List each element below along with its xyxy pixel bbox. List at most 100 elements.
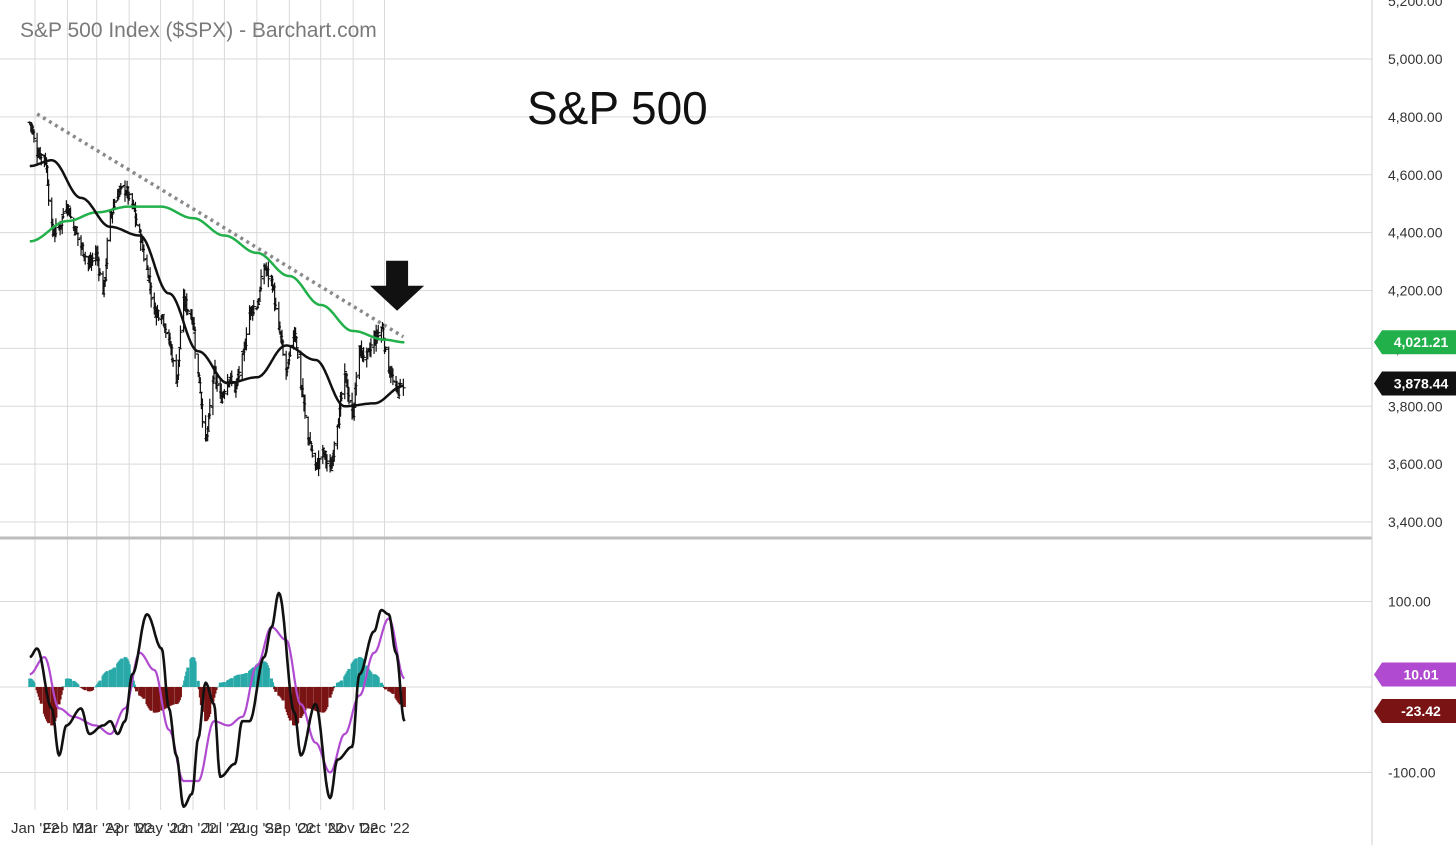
x-tick-label: Feb '22 bbox=[43, 820, 93, 837]
histogram-bar bbox=[132, 684, 136, 687]
value-badges: 4,021.21 3,878.44 10.01 -23.42 bbox=[1374, 330, 1456, 724]
macd-line bbox=[29, 591, 406, 808]
x-tick-label: Oct '22 bbox=[297, 820, 344, 837]
histogram-bar bbox=[332, 685, 336, 687]
x-tick-label: Sep '22 bbox=[264, 820, 314, 837]
x-tick-label: Nov '22 bbox=[328, 820, 378, 837]
histogram-bar bbox=[362, 660, 366, 687]
histogram-bar bbox=[32, 682, 36, 687]
histogram-bar bbox=[303, 687, 307, 711]
histogram-bar bbox=[59, 687, 63, 695]
histogram-bar bbox=[113, 667, 117, 687]
ma200-line bbox=[29, 205, 405, 344]
price-value-badge-shape bbox=[1374, 371, 1456, 396]
x-tick-label: Dec '22 bbox=[359, 820, 409, 837]
histogram-bar bbox=[127, 664, 131, 687]
histogram-bar bbox=[340, 680, 344, 687]
x-tick-label: May '22 bbox=[135, 820, 187, 837]
y-tick-label: 3,600.00 bbox=[1388, 456, 1443, 472]
histogram-bar bbox=[230, 678, 234, 687]
histogram-bar bbox=[347, 668, 351, 687]
price-value-badge: 3,878.44 bbox=[1394, 376, 1449, 392]
histogram-bar bbox=[61, 686, 65, 687]
macd-y-tick-label: -100.00 bbox=[1388, 765, 1436, 781]
histogram-bar bbox=[135, 687, 139, 692]
y-tick-label: 4,200.00 bbox=[1388, 283, 1443, 299]
x-tick-label: Apr '22 bbox=[106, 820, 153, 837]
histogram-bar bbox=[331, 687, 335, 689]
histogram-bar bbox=[60, 687, 64, 691]
histogram-bar bbox=[244, 673, 248, 687]
histogram-bar bbox=[196, 680, 200, 687]
histogram-bar bbox=[288, 687, 292, 721]
x-tick-label: Mar '22 bbox=[72, 820, 122, 837]
trendline bbox=[36, 112, 405, 339]
ma200-value-badge: 4,021.21 bbox=[1394, 334, 1449, 350]
histogram-bar bbox=[215, 686, 219, 688]
histogram-bar bbox=[274, 687, 278, 692]
histogram-bar bbox=[120, 658, 124, 687]
y-tick-label: 4,400.00 bbox=[1388, 225, 1443, 241]
histogram-bar bbox=[380, 684, 384, 687]
histogram-bar bbox=[91, 687, 95, 691]
histogram-bar bbox=[266, 667, 270, 687]
source-title: S&P 500 Index ($SPX) - Barchart.com bbox=[20, 19, 377, 42]
down-arrow-shape bbox=[370, 260, 425, 311]
price-bars bbox=[27, 121, 406, 477]
macd-y-tick-label: 100.00 bbox=[1388, 594, 1431, 610]
signal-value-badge-shape bbox=[1374, 662, 1456, 687]
histogram-bar bbox=[281, 687, 285, 701]
ma50-line bbox=[29, 159, 404, 408]
histogram-bar bbox=[330, 687, 334, 692]
histogram-bar bbox=[69, 679, 73, 687]
histogram-bar bbox=[237, 674, 241, 687]
histogram-value-badge-shape bbox=[1374, 699, 1456, 724]
histogram-bar bbox=[149, 687, 153, 711]
x-tick-label: Jun '22 bbox=[169, 820, 217, 837]
histogram-bar bbox=[354, 658, 358, 687]
histogram-bar bbox=[193, 661, 197, 687]
down-arrow-icon bbox=[370, 260, 425, 311]
y-axis-ticks: 3,400.003,600.003,800.004,000.004,200.00… bbox=[1388, 0, 1443, 530]
x-tick-label: Jan '22 bbox=[11, 820, 59, 837]
y-tick-label: 4,600.00 bbox=[1388, 167, 1443, 183]
histogram-bar bbox=[131, 680, 135, 687]
histogram-bar bbox=[94, 686, 98, 688]
histogram-bar bbox=[391, 687, 395, 694]
histogram-bar bbox=[105, 671, 109, 687]
histogram-bar bbox=[369, 672, 373, 687]
y-tick-label: 5,200.00 bbox=[1388, 0, 1443, 9]
histogram-bar bbox=[98, 680, 102, 687]
overlay-lines bbox=[29, 112, 405, 408]
histogram-bar bbox=[222, 681, 226, 687]
histogram-bar bbox=[272, 685, 276, 687]
y-tick-label: 3,400.00 bbox=[1388, 514, 1443, 530]
histogram-bar bbox=[384, 687, 388, 690]
x-tick-label: Jul '22 bbox=[203, 820, 246, 837]
histogram-value-badge: -23.42 bbox=[1401, 703, 1441, 719]
histogram-bar bbox=[318, 687, 322, 713]
histogram-bar bbox=[83, 687, 87, 691]
y-tick-label: 5,000.00 bbox=[1388, 51, 1443, 67]
histogram-bar bbox=[376, 677, 380, 687]
histogram-bar bbox=[186, 667, 190, 687]
histogram-bar bbox=[325, 687, 329, 708]
y-tick-label: 3,800.00 bbox=[1388, 398, 1443, 414]
histogram-bar bbox=[39, 687, 43, 704]
histogram-bar bbox=[208, 687, 212, 714]
histogram-bar bbox=[259, 661, 263, 687]
histogram-bar bbox=[296, 687, 300, 724]
histogram-bar bbox=[178, 687, 182, 698]
macd-y-axis-ticks: 100.00 -100.00 bbox=[1388, 594, 1436, 781]
histogram-bar bbox=[214, 687, 218, 690]
histogram-bar bbox=[171, 687, 175, 705]
histogram-bar bbox=[271, 682, 275, 687]
histogram-bar bbox=[252, 667, 256, 687]
histogram-bar bbox=[381, 686, 385, 687]
histogram-bar bbox=[402, 687, 406, 708]
y-tick-label: 4,800.00 bbox=[1388, 109, 1443, 125]
macd-lines bbox=[29, 591, 406, 808]
